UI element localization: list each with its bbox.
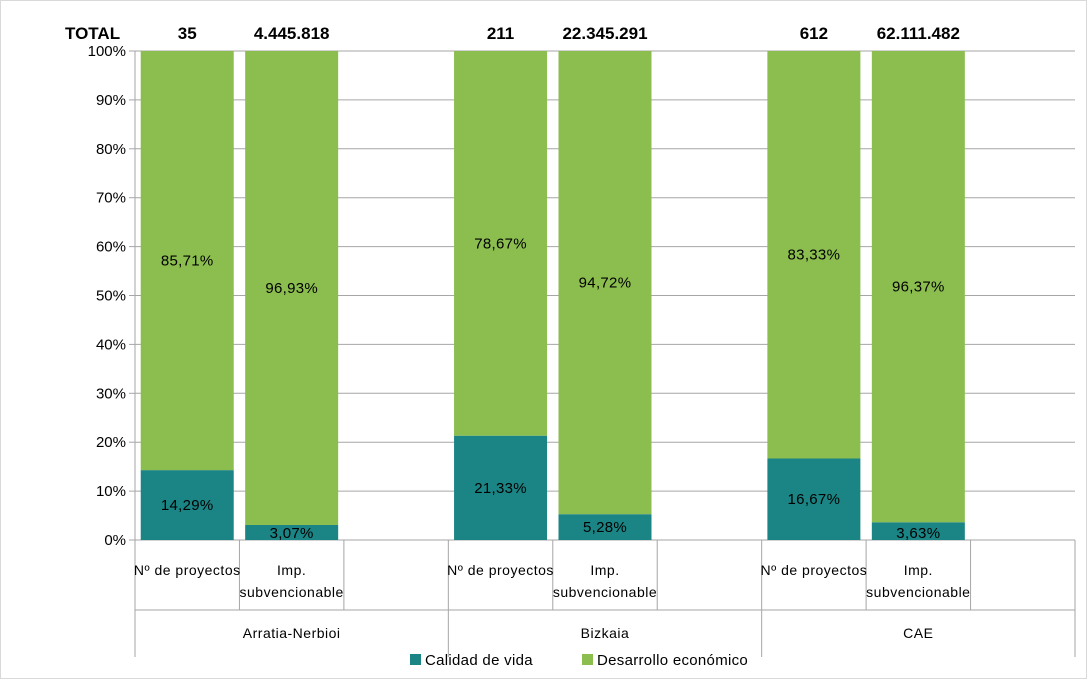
y-tick-label: 0% bbox=[104, 532, 126, 549]
bar-segment bbox=[140, 470, 234, 540]
category-label: Nº de proyectos bbox=[447, 562, 554, 578]
data-label: 96,93% bbox=[265, 280, 318, 297]
y-tick-label: 80% bbox=[96, 141, 126, 158]
category-label: subvencionable bbox=[240, 584, 344, 600]
category-label: Imp. bbox=[590, 562, 619, 578]
data-label: 16,67% bbox=[788, 491, 841, 508]
group-label: Bizkaia bbox=[581, 625, 630, 641]
bar-segment bbox=[558, 51, 652, 515]
bar-total: 4.445.818 bbox=[254, 24, 330, 43]
bar-total: 22.345.291 bbox=[562, 24, 647, 43]
category-label: Imp. bbox=[904, 562, 933, 578]
data-label: 83,33% bbox=[788, 247, 841, 264]
y-tick-label: 10% bbox=[96, 483, 126, 500]
category-label: Nº de proyectos bbox=[134, 562, 241, 578]
y-tick-label: 30% bbox=[96, 385, 126, 402]
y-tick-label: 40% bbox=[96, 336, 126, 353]
bar-segment bbox=[245, 524, 339, 540]
legend-label: Calidad de vida bbox=[425, 652, 533, 669]
category-label: subvencionable bbox=[866, 584, 970, 600]
bar-total: 35 bbox=[178, 24, 197, 43]
y-tick-label: 50% bbox=[96, 288, 126, 305]
data-label: 78,67% bbox=[474, 235, 527, 252]
y-tick-label: 60% bbox=[96, 239, 126, 256]
total-header: TOTAL bbox=[65, 24, 120, 43]
bar-segment bbox=[454, 435, 548, 540]
bar-segment bbox=[454, 51, 548, 436]
legend-label: Desarrollo económico bbox=[597, 652, 748, 669]
data-label: 5,28% bbox=[583, 519, 627, 536]
bar-total: 211 bbox=[487, 24, 514, 43]
group-label: Arratia-Nerbioi bbox=[243, 625, 341, 641]
category-label: Imp. bbox=[277, 562, 306, 578]
legend-swatch bbox=[410, 654, 421, 665]
bar-segment bbox=[767, 51, 861, 459]
legend-swatch bbox=[582, 654, 593, 665]
data-label: 94,72% bbox=[579, 275, 632, 292]
bar-total: 612 bbox=[800, 24, 828, 43]
bar-segment bbox=[558, 514, 652, 540]
category-label: subvencionable bbox=[553, 584, 657, 600]
bar-segment bbox=[140, 51, 234, 471]
data-label: 85,71% bbox=[161, 253, 214, 270]
y-tick-label: 100% bbox=[88, 43, 126, 60]
bar-segment bbox=[871, 51, 965, 523]
y-tick-label: 70% bbox=[96, 190, 126, 207]
bar-segment bbox=[245, 51, 339, 525]
data-label: 14,29% bbox=[161, 497, 214, 514]
data-label: 96,37% bbox=[892, 279, 945, 296]
data-label: 3,63% bbox=[896, 525, 940, 542]
data-label: 3,07% bbox=[270, 525, 314, 542]
bar-segment bbox=[871, 522, 965, 540]
group-label: CAE bbox=[903, 625, 933, 641]
category-label: Nº de proyectos bbox=[760, 562, 867, 578]
data-label: 21,33% bbox=[474, 480, 527, 497]
bar-segment bbox=[767, 458, 861, 540]
bar-total: 62.111.482 bbox=[877, 24, 960, 43]
y-tick-label: 20% bbox=[96, 434, 126, 451]
y-tick-label: 90% bbox=[96, 92, 126, 109]
